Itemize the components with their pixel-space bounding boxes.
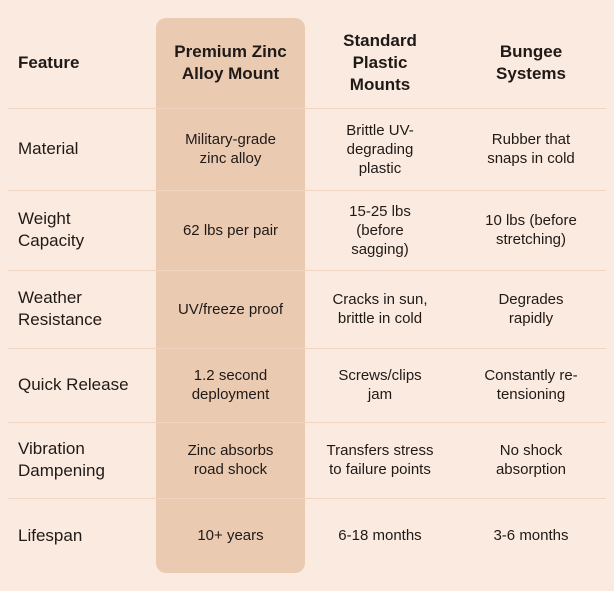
- table-cell: Transfers stress to failure points: [326, 442, 434, 478]
- table-cell: 10 lbs (before stretching): [485, 212, 577, 248]
- feature-label: Lifespan: [18, 525, 83, 545]
- row-divider: [8, 108, 606, 109]
- table-cell: Brittle UV- degrading plastic: [346, 121, 414, 177]
- feature-label: Weather Resistance: [18, 288, 103, 329]
- feature-label: Vibration Dampening: [18, 439, 105, 480]
- table-cell: Military-grade zinc alloy: [185, 131, 276, 167]
- table-cell: Screws/clips jam: [338, 367, 422, 403]
- table-cell: 3-6 months: [493, 527, 569, 544]
- table-cell: 1.2 second deployment: [191, 367, 270, 403]
- table-cell: 15-25 lbs (before sagging): [349, 202, 411, 258]
- feature-label: Weight Capacity: [18, 209, 85, 250]
- highlight-column: [156, 18, 305, 573]
- table-cell: Rubber that snaps in cold: [487, 131, 575, 167]
- header-cell: Feature: [18, 53, 80, 72]
- row-divider: [8, 422, 606, 423]
- row-divider: [8, 498, 606, 499]
- feature-label: Quick Release: [18, 375, 129, 394]
- header-cell: Premium Zinc Alloy Mount: [174, 42, 287, 83]
- row-divider: [8, 348, 606, 349]
- header-cell: Standard Plastic Mounts: [343, 31, 417, 94]
- table-cell: 6-18 months: [338, 527, 422, 544]
- table-cell: Cracks in sun, brittle in cold: [332, 291, 428, 327]
- feature-label: Material: [18, 139, 79, 158]
- table-cell: No shock absorption: [495, 442, 567, 478]
- table-cell: Constantly re- tensioning: [484, 367, 578, 403]
- header-cell: Bungee Systems: [496, 42, 566, 83]
- table-cell: UV/freeze proof: [177, 300, 284, 318]
- table-cell: 62 lbs per pair: [182, 221, 279, 239]
- table-cell: Degrades rapidly: [498, 291, 564, 327]
- table-cell: Zinc absorbs road shock: [187, 442, 274, 478]
- row-divider: [8, 270, 606, 271]
- table-cell: 10+ years: [197, 527, 264, 544]
- row-divider: [8, 190, 606, 191]
